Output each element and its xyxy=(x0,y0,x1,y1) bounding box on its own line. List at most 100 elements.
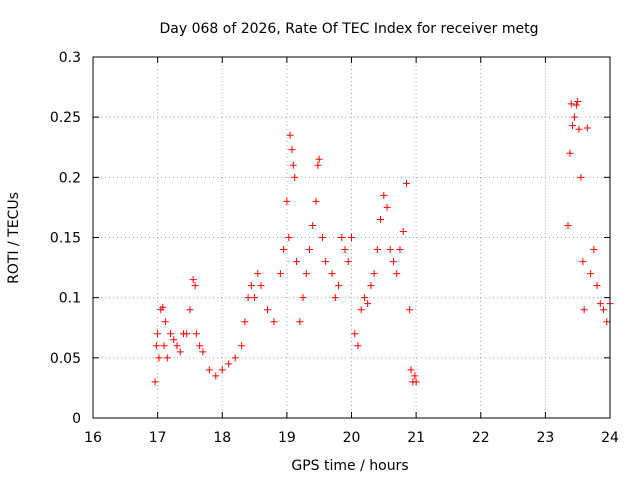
data-point xyxy=(386,246,394,254)
data-point xyxy=(244,294,252,302)
data-point xyxy=(189,276,197,284)
data-point xyxy=(285,234,293,241)
data-point xyxy=(335,282,343,290)
data-point xyxy=(159,303,167,311)
data-point xyxy=(161,318,169,326)
data-point xyxy=(251,294,259,302)
axis-ticks xyxy=(92,56,611,419)
data-point xyxy=(186,306,194,314)
data-point xyxy=(590,246,598,254)
data-point xyxy=(593,282,601,290)
data-point xyxy=(338,234,346,241)
data-point xyxy=(412,378,420,386)
x-tick-label: 22 xyxy=(472,430,490,446)
data-point xyxy=(231,354,239,362)
data-points xyxy=(151,98,614,386)
data-point xyxy=(152,342,160,350)
data-point xyxy=(183,330,191,338)
x-tick-labels: 16 17 18 19 20 21 22 23 24 xyxy=(84,430,619,446)
data-point xyxy=(291,173,299,181)
data-point xyxy=(247,282,255,290)
data-point xyxy=(283,197,291,205)
data-point xyxy=(263,306,271,314)
data-point xyxy=(191,282,199,290)
y-tick-labels: 0 0.05 0.1 0.15 0.2 0.25 0.3 xyxy=(50,50,81,427)
data-point xyxy=(354,342,362,350)
data-point xyxy=(154,330,162,338)
data-point xyxy=(225,360,233,368)
data-point xyxy=(360,294,368,302)
data-point xyxy=(393,270,401,278)
data-point xyxy=(296,318,304,326)
data-point xyxy=(574,98,582,106)
data-point xyxy=(583,124,591,132)
y-tick-label: 0.1 xyxy=(59,291,81,307)
data-point xyxy=(312,197,320,205)
data-point xyxy=(167,330,175,338)
data-point xyxy=(238,342,246,350)
data-point xyxy=(344,258,352,266)
data-point xyxy=(163,354,171,362)
data-point xyxy=(192,330,200,338)
data-point xyxy=(241,318,249,326)
data-point xyxy=(331,294,339,302)
data-point xyxy=(411,372,419,380)
data-point xyxy=(364,300,372,308)
data-point xyxy=(577,173,585,181)
data-point xyxy=(570,113,578,121)
y-tick-label: 0.15 xyxy=(50,231,81,247)
data-point xyxy=(348,234,355,241)
data-point xyxy=(407,366,415,374)
data-point xyxy=(402,179,410,187)
data-point xyxy=(318,234,326,241)
data-point xyxy=(280,246,288,254)
data-point xyxy=(357,306,365,314)
data-point xyxy=(406,306,414,314)
data-point xyxy=(569,122,577,130)
data-point xyxy=(289,161,297,169)
data-point xyxy=(328,270,336,278)
x-tick-label: 23 xyxy=(536,430,554,446)
x-axis-label: GPS time / hours xyxy=(291,458,408,474)
data-point xyxy=(302,270,310,278)
data-point xyxy=(587,270,595,278)
data-point xyxy=(199,348,207,356)
x-tick-label: 18 xyxy=(213,430,231,446)
data-point xyxy=(151,378,159,386)
data-point xyxy=(196,342,204,350)
data-point xyxy=(367,282,375,290)
chart-title: Day 068 of 2026, Rate Of TEC Index for r… xyxy=(160,21,539,37)
x-tick-label: 16 xyxy=(84,430,102,446)
data-point xyxy=(176,348,184,356)
x-tick-label: 17 xyxy=(149,430,167,446)
y-tick-label: 0.3 xyxy=(59,50,81,66)
data-point xyxy=(383,203,391,211)
data-point xyxy=(370,270,378,278)
data-point xyxy=(254,270,262,278)
data-point xyxy=(564,221,572,229)
x-tick-label: 21 xyxy=(407,430,425,446)
data-point xyxy=(155,354,163,362)
data-point xyxy=(205,366,213,374)
data-point xyxy=(341,246,349,254)
data-point xyxy=(567,100,575,108)
data-point xyxy=(160,342,168,350)
data-point xyxy=(399,227,407,235)
data-point xyxy=(212,372,220,380)
data-point xyxy=(566,149,574,157)
data-point xyxy=(580,306,588,314)
data-point xyxy=(314,161,322,169)
data-point xyxy=(218,366,226,374)
data-point xyxy=(380,191,388,199)
data-point xyxy=(288,146,296,154)
data-point xyxy=(396,246,404,254)
data-point xyxy=(293,258,301,266)
x-tick-label: 24 xyxy=(601,430,619,446)
data-point xyxy=(322,258,330,266)
data-point xyxy=(286,131,294,139)
data-point xyxy=(305,246,313,254)
x-tick-label: 19 xyxy=(278,430,296,446)
y-tick-label: 0.2 xyxy=(59,170,81,186)
data-point xyxy=(173,342,181,350)
